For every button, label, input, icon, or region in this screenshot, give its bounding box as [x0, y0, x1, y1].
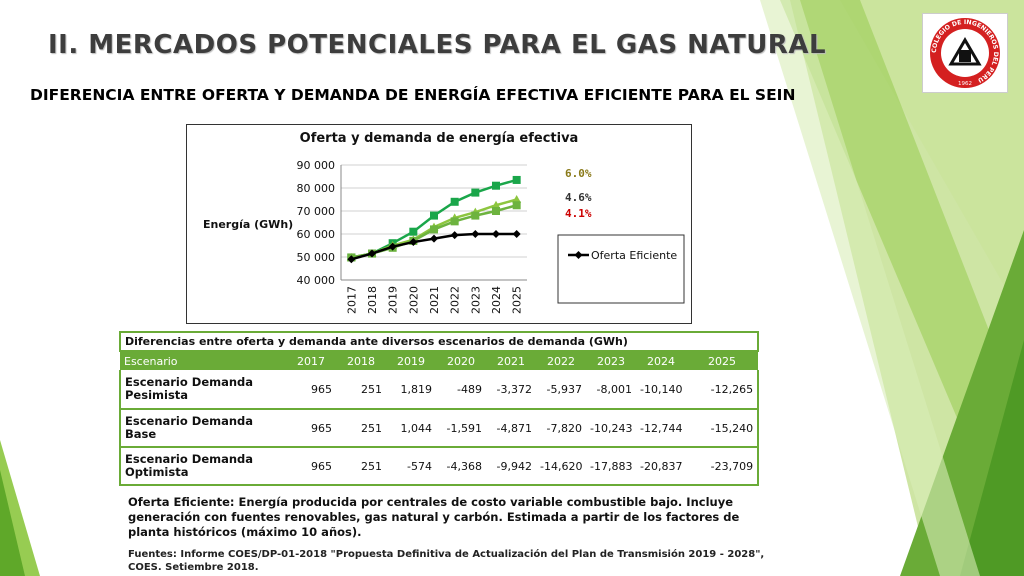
x-tick-label: 2022: [449, 286, 462, 314]
y-tick-label: 80 000: [297, 182, 336, 195]
y-axis-label: Energía (GWh): [203, 218, 293, 231]
data-point: [450, 217, 459, 226]
difference-table: Diferencias entre oferta y demanda ante …: [118, 331, 760, 486]
table-cell: -17,883: [586, 447, 636, 486]
y-tick-label: 60 000: [297, 228, 336, 241]
data-point: [512, 175, 521, 184]
energy-chart: Oferta y demanda de energía efectiva Ener…: [186, 124, 692, 324]
column-header-year: 2021: [486, 351, 536, 370]
data-point: [471, 230, 480, 238]
data-point: [492, 181, 500, 190]
column-header-year: 2019: [386, 351, 436, 370]
x-tick-label: 2023: [469, 286, 482, 314]
table-cell: -5,937: [536, 370, 586, 410]
x-tick-label: 2024: [490, 286, 503, 314]
table-cell: -4,871: [486, 409, 536, 448]
scenario-name: Escenario Demanda Base: [119, 409, 286, 448]
table-cell: 1,819: [386, 370, 436, 410]
legend-marker: [574, 251, 583, 259]
table-cell: -7,820: [536, 409, 586, 448]
y-tick-label: 40 000: [297, 274, 336, 287]
column-header-year: 2025: [686, 351, 759, 370]
table-cell: -14,620: [536, 447, 586, 486]
data-point: [471, 188, 480, 197]
data-point: [430, 225, 438, 234]
difference-table-container: Diferencias entre oferta y demanda ante …: [118, 331, 760, 486]
growth-rate-label: 4.1%: [565, 207, 592, 220]
table-cell: -4,368: [436, 447, 486, 486]
y-tick-label: 50 000: [297, 251, 336, 264]
column-header-year: 2018: [336, 351, 386, 370]
data-point: [491, 200, 501, 209]
table-row: Escenario Demanda Pesimista 965 251 1,819 -4…: [119, 370, 760, 410]
column-header-year: 2020: [436, 351, 486, 370]
college-logo: COLEGIO DE INGENIEROS DEL PERU 1962: [922, 13, 1008, 93]
data-point: [368, 249, 376, 258]
growth-rate-label: 6.0%: [565, 167, 592, 180]
table-cell: -10,140: [636, 370, 686, 410]
data-point: [512, 230, 521, 238]
logo-year: 1962: [958, 81, 972, 87]
table-row: Escenario Demanda Optimista 965 251 -574 -4,…: [119, 447, 760, 486]
table-cell: 251: [336, 370, 386, 410]
table-cell: -12,265: [686, 370, 760, 410]
table-cell: 965: [286, 370, 336, 410]
source-note: Fuentes: Informe COES/DP-01-2018 "Propue…: [128, 549, 765, 573]
table-cell: 251: [336, 409, 386, 448]
data-point: [512, 195, 522, 203]
column-header-year: 2022: [536, 351, 586, 370]
y-tick-label: 90 000: [297, 159, 336, 172]
data-point: [471, 211, 480, 220]
data-point: [347, 255, 356, 264]
table-cell: -23,709: [686, 447, 760, 486]
scenario-name: Escenario Demanda Pesimista: [119, 370, 286, 410]
table-cell: -10,243: [586, 409, 636, 448]
table-cell: -489: [436, 370, 486, 410]
data-point: [388, 242, 397, 251]
legend-box: [557, 234, 685, 304]
page-subtitle: DIFERENCIA ENTRE OFERTA Y DEMANDA DE ENE…: [30, 86, 796, 104]
chart-title: Oferta y demanda de energía efectiva: [300, 131, 579, 146]
table-cell: -8,001: [586, 370, 636, 410]
growth-rate-label: 4.6%: [565, 191, 592, 204]
table-cell: -1,591: [436, 409, 486, 448]
data-point: [430, 211, 438, 220]
data-point: [450, 197, 459, 206]
x-tick-label: 2019: [387, 286, 400, 314]
table-cell: 965: [286, 447, 336, 486]
data-point: [512, 201, 521, 210]
data-point: [409, 227, 418, 236]
page-title: II. MERCADOS POTENCIALES PARA EL GAS NAT…: [48, 30, 827, 60]
x-tick-label: 2025: [511, 286, 524, 314]
column-header-year: 2017: [286, 351, 336, 370]
table-cell: 965: [286, 409, 336, 448]
table-cell: 1,044: [386, 409, 436, 448]
column-header-year: 2024: [636, 351, 686, 370]
x-tick-label: 2021: [428, 286, 441, 314]
definition-note: Oferta Eficiente: Energía producida por …: [128, 495, 740, 539]
x-tick-label: 2020: [407, 286, 420, 314]
table-cell: -20,837: [636, 447, 686, 486]
table-row: Escenario Demanda Base 965 251 1,044 -1,591-…: [119, 409, 760, 448]
table-cell: -574: [386, 447, 436, 486]
table-cell: -12,744: [636, 409, 686, 448]
scenario-name: Escenario Demanda Optimista: [119, 447, 286, 486]
y-tick-label: 70 000: [297, 205, 336, 218]
x-tick-label: 2017: [345, 286, 358, 314]
data-point: [492, 230, 500, 238]
table-cell: -15,240: [686, 409, 760, 448]
column-header-scenario: Escenario: [120, 351, 286, 370]
table-cell: -9,942: [486, 447, 536, 486]
table-cell: -3,372: [486, 370, 536, 410]
data-point: [430, 234, 438, 243]
x-tick-label: 2018: [366, 286, 379, 314]
column-header-year: 2023: [586, 351, 636, 370]
data-point: [492, 207, 500, 215]
table-caption: Diferencias entre oferta y demanda ante …: [118, 331, 760, 352]
legend-label: Oferta Eficiente: [591, 249, 677, 262]
table-cell: 251: [336, 447, 386, 486]
data-point: [409, 238, 418, 247]
data-point: [450, 231, 459, 240]
